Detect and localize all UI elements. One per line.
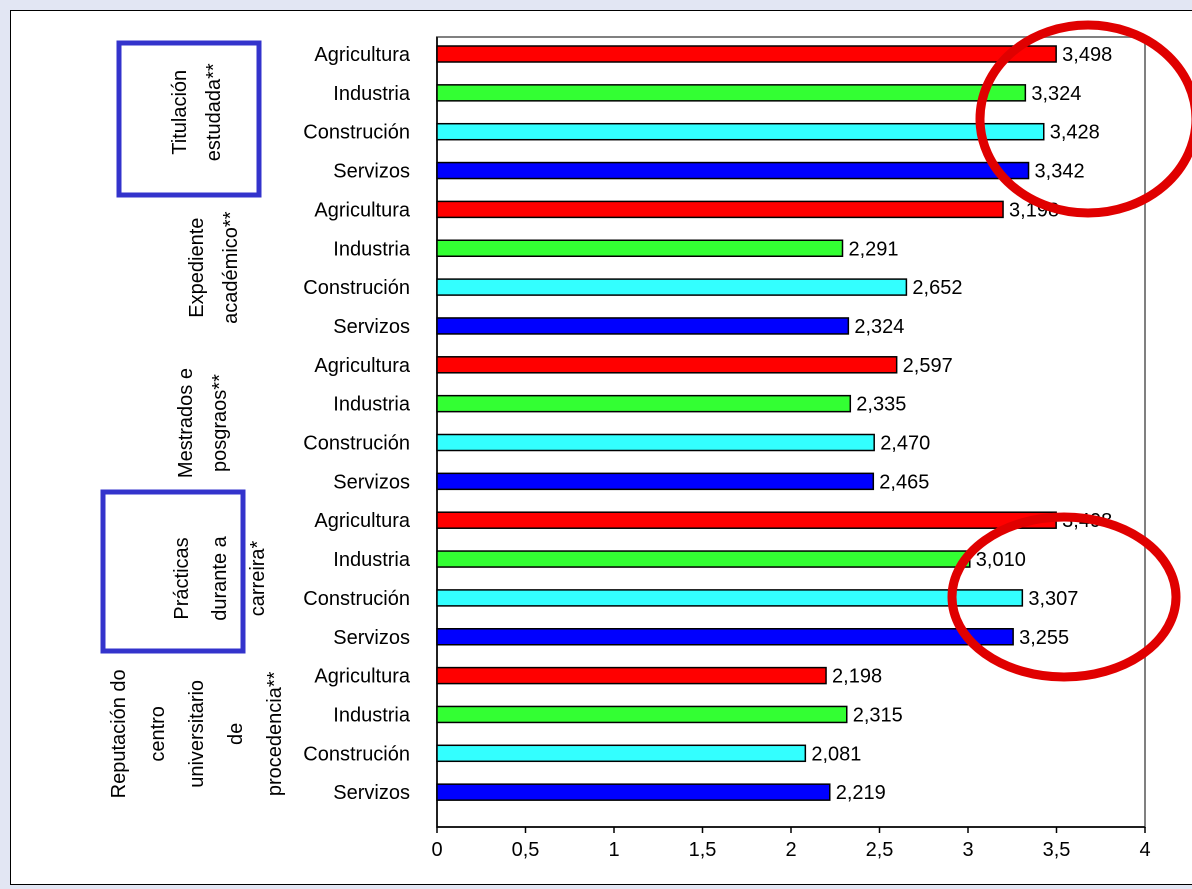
bar-industria xyxy=(436,84,1027,102)
group-label-line: Reputación do xyxy=(108,669,130,798)
value-label: 2,081 xyxy=(811,743,861,765)
category-label: Construción xyxy=(303,433,410,455)
category-label: Servizos xyxy=(333,782,410,804)
group-label: Reputación do centro universitario de proced… xyxy=(108,669,286,798)
group-label-line: Expediente xyxy=(186,218,208,318)
bar-agricultura xyxy=(436,666,827,685)
group-label-line: académico** xyxy=(220,211,242,324)
group-label-line: estudada** xyxy=(203,63,225,161)
x-axis-ticks: 0 0,5 1 1,5 2 2,5 3 3,5 4 xyxy=(431,827,1151,861)
bar-agricultura xyxy=(436,45,1057,63)
x-tick-label: 0 xyxy=(431,839,442,861)
category-label: Agricultura xyxy=(314,199,410,221)
value-label: 2,652 xyxy=(912,277,962,299)
x-tick-label: 2 xyxy=(785,839,796,861)
group-label: Prácticas durante a carreira* xyxy=(171,535,269,620)
bar-construción xyxy=(436,589,1024,607)
value-label: 2,470 xyxy=(880,433,930,455)
bar-servizos xyxy=(436,472,875,491)
bar-chart: Agricultura Industria Construción Servizos A… xyxy=(100,20,1192,861)
category-label: Industria xyxy=(333,83,411,105)
bars xyxy=(436,45,1057,801)
value-label: 3,498 xyxy=(1062,44,1112,66)
bar-servizos xyxy=(436,783,831,801)
highlight-circle xyxy=(947,512,1181,682)
bar-agricultura xyxy=(436,511,1057,529)
category-label: Construción xyxy=(303,122,410,144)
group-label: Expediente académico** xyxy=(186,211,242,324)
x-tick-label: 0,5 xyxy=(512,839,540,861)
group-label-line: Mestrados e xyxy=(175,368,197,478)
bar-construción xyxy=(436,433,875,452)
value-label: 2,315 xyxy=(853,704,903,726)
bar-construción xyxy=(436,744,807,763)
bar-industria xyxy=(436,239,844,257)
group-label-line: universitario xyxy=(186,680,208,788)
x-tick-label: 1 xyxy=(608,839,619,861)
value-labels: 3,4983,3243,4283,3423,1982,2912,6522,324… xyxy=(811,44,1112,804)
category-label: Agricultura xyxy=(314,510,410,532)
bar-industria xyxy=(436,550,971,568)
value-label: 2,597 xyxy=(903,355,953,377)
value-label: 3,010 xyxy=(976,549,1026,571)
group-highlight-box xyxy=(116,40,262,198)
bar-servizos xyxy=(436,317,850,335)
value-label: 2,198 xyxy=(832,666,882,688)
highlight-circles xyxy=(947,20,1192,682)
value-label: 2,291 xyxy=(849,238,899,260)
value-label: 3,324 xyxy=(1031,83,1081,105)
bar-industria xyxy=(436,705,848,724)
category-label: Servizos xyxy=(333,471,410,493)
value-label: 2,335 xyxy=(856,394,906,416)
bar-industria xyxy=(436,394,852,413)
category-label: Industria xyxy=(333,238,411,260)
x-tick-label: 4 xyxy=(1139,839,1150,861)
category-label: Servizos xyxy=(333,627,410,649)
group-highlight-box xyxy=(100,489,246,654)
group-label-line: Titulación xyxy=(169,70,191,155)
value-label: 3,255 xyxy=(1019,627,1069,649)
x-tick-label: 3,5 xyxy=(1043,839,1071,861)
value-label: 3,428 xyxy=(1050,122,1100,144)
group-label-line: durante a xyxy=(209,535,231,620)
group-label-line: de xyxy=(225,723,247,745)
bar-construción xyxy=(436,278,908,296)
bar-agricultura xyxy=(436,356,898,374)
category-label: Agricultura xyxy=(314,355,410,377)
group-labels: Titulación estudada** Expediente académico*… xyxy=(100,40,286,798)
x-tick-label: 3 xyxy=(962,839,973,861)
category-label: Construción xyxy=(303,743,410,765)
x-tick-label: 2,5 xyxy=(866,839,894,861)
category-label: Agricultura xyxy=(314,44,410,66)
group-label-line: posgraos** xyxy=(209,374,231,472)
category-label: Servizos xyxy=(333,316,410,338)
highlight-circle xyxy=(975,20,1192,218)
value-label: 2,465 xyxy=(879,471,929,493)
value-label: 2,324 xyxy=(854,316,904,338)
category-label: Agricultura xyxy=(314,666,410,688)
category-labels: Agricultura Industria Construción Servizos A… xyxy=(303,44,411,804)
bar-servizos xyxy=(436,628,1014,646)
group-label-line: centro xyxy=(147,706,169,762)
x-tick-label: 1,5 xyxy=(689,839,717,861)
bar-servizos xyxy=(436,161,1030,180)
bar-construción xyxy=(436,122,1045,141)
chart-frame: Agricultura Industria Construción Servizos A… xyxy=(10,10,1192,885)
group-label: Mestrados e posgraos** xyxy=(175,368,231,478)
group-label: Titulación estudada** xyxy=(169,63,225,161)
group-label-line: procedencia** xyxy=(264,671,286,796)
category-label: Industria xyxy=(333,549,411,571)
group-label-line: carreira* xyxy=(247,540,269,616)
category-label: Industria xyxy=(333,394,411,416)
category-label: Construción xyxy=(303,277,410,299)
bar-agricultura xyxy=(436,200,1004,219)
value-label: 3,307 xyxy=(1028,588,1078,610)
category-label: Construción xyxy=(303,588,410,610)
category-label: Industria xyxy=(333,704,411,726)
group-label-line: Prácticas xyxy=(171,537,193,619)
value-label: 2,219 xyxy=(836,782,886,804)
category-label: Servizos xyxy=(333,161,410,183)
value-label: 3,342 xyxy=(1035,161,1085,183)
